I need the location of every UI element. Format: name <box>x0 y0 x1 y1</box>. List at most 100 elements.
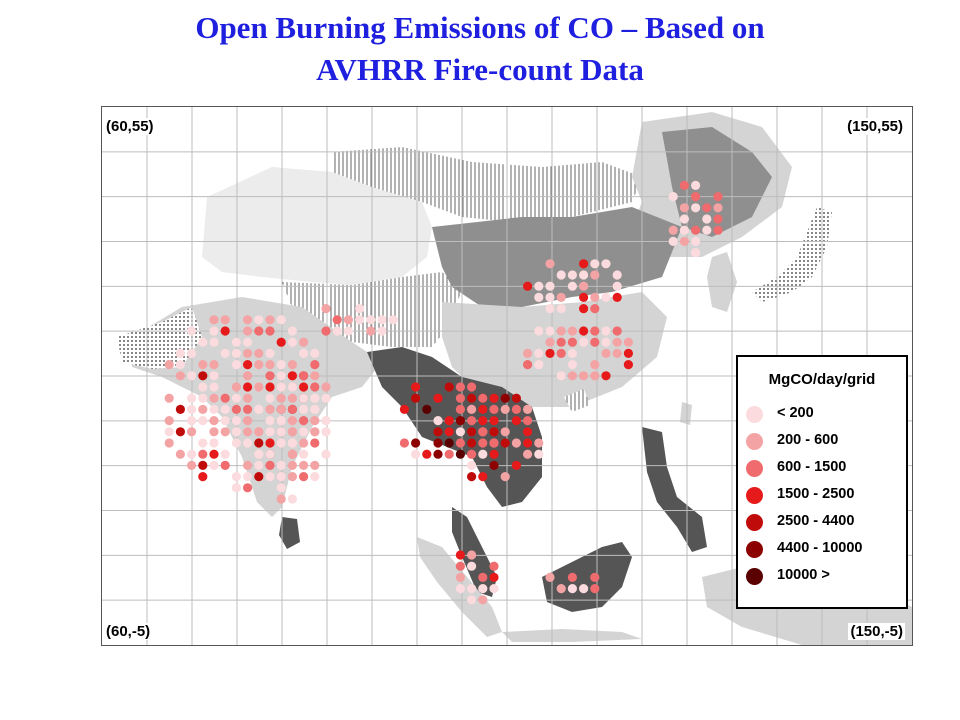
emission-dot <box>209 393 219 403</box>
emission-dot <box>534 449 544 459</box>
emission-dot <box>467 393 477 403</box>
emission-dot <box>523 449 533 459</box>
emission-dot <box>265 460 275 470</box>
emission-dot <box>601 348 611 358</box>
emission-dot <box>556 371 566 381</box>
emission-dot <box>187 416 197 426</box>
legend-label: 600 - 1500 <box>777 459 847 475</box>
emission-dot <box>679 214 690 224</box>
emission-dot <box>467 472 477 482</box>
emission-dot <box>243 371 253 381</box>
emission-dot <box>433 438 443 448</box>
emission-dot <box>175 404 185 414</box>
emission-dot <box>455 416 465 426</box>
emission-dot <box>209 427 219 437</box>
emission-dot <box>489 438 499 448</box>
emission-dot <box>489 393 499 403</box>
emission-dot <box>276 393 286 403</box>
emission-dot <box>265 315 275 325</box>
emission-dot <box>175 371 185 381</box>
emission-dot <box>612 292 622 302</box>
emission-dot <box>556 292 566 302</box>
emission-dot <box>411 449 421 459</box>
legend-title: MgCO/day/grid <box>768 371 876 388</box>
emission-dot <box>164 427 174 437</box>
emission-dot <box>276 371 286 381</box>
land-mongolia <box>332 147 642 222</box>
emission-dot <box>243 483 253 493</box>
emission-dot <box>187 460 197 470</box>
emission-dot <box>534 281 544 291</box>
emission-dot <box>444 449 454 459</box>
emission-dot <box>523 404 533 414</box>
emission-dot <box>545 337 555 347</box>
emission-dot <box>287 404 297 414</box>
emission-dot <box>265 393 275 403</box>
emission-dot <box>545 292 555 302</box>
emission-dot <box>198 337 208 347</box>
emission-dot <box>220 427 230 437</box>
emission-dot <box>287 360 297 370</box>
corner-label-top-left: (60,55) <box>104 118 156 135</box>
emission-dot <box>321 416 331 426</box>
emission-dot <box>545 572 555 582</box>
emission-dot <box>567 270 577 280</box>
emission-dot <box>343 315 353 325</box>
emission-dot <box>579 292 589 302</box>
emission-dot <box>534 438 544 448</box>
emission-dot <box>276 382 286 392</box>
emission-dot <box>467 427 477 437</box>
emission-dot <box>455 382 465 392</box>
emission-dot <box>231 337 241 347</box>
emission-dot <box>478 438 488 448</box>
emission-dot <box>175 348 185 358</box>
emission-dot <box>422 404 432 414</box>
emission-dot <box>287 449 297 459</box>
emission-dots <box>164 180 723 605</box>
emission-dot <box>187 393 197 403</box>
emission-dot <box>545 304 555 314</box>
land-borneo <box>542 542 632 612</box>
emission-dot <box>265 371 275 381</box>
emission-dot <box>198 449 208 459</box>
emission-dot <box>276 483 286 493</box>
emission-dot <box>691 180 701 190</box>
emission-dot <box>276 337 286 347</box>
legend-label: 1500 - 2500 <box>777 486 855 502</box>
emission-dot <box>231 348 241 358</box>
emission-dot <box>411 393 421 403</box>
emission-dot <box>713 214 723 224</box>
emission-dot <box>612 270 622 280</box>
emission-dot <box>467 404 477 414</box>
emission-dot <box>265 416 275 426</box>
legend-swatch <box>746 406 763 423</box>
emission-dot <box>579 371 589 381</box>
emission-dot <box>511 404 521 414</box>
emission-dot <box>164 438 174 448</box>
emission-dot <box>299 337 309 347</box>
emission-dot <box>332 315 342 325</box>
emission-dot <box>243 416 253 426</box>
legend-label: 10000 > <box>777 567 830 583</box>
emission-dot <box>702 203 712 213</box>
emission-dot <box>287 460 297 470</box>
emission-dot <box>220 460 230 470</box>
emission-dot <box>198 404 208 414</box>
emission-dot <box>243 438 253 448</box>
page-title-line-1: Open Burning Emissions of CO – Based on <box>195 10 765 45</box>
emission-dot <box>276 427 286 437</box>
emission-dot <box>265 404 275 414</box>
emission-dot <box>310 460 320 470</box>
emission-dot <box>231 416 241 426</box>
emission-dot <box>590 292 600 302</box>
emission-dot <box>254 348 264 358</box>
emission-dot <box>243 427 253 437</box>
emission-dot <box>287 393 297 403</box>
emission-dot <box>299 460 309 470</box>
emission-dot <box>287 494 297 504</box>
emission-dot <box>243 337 253 347</box>
emission-dot <box>399 438 409 448</box>
emission-dot <box>276 460 286 470</box>
emission-dot <box>601 371 611 381</box>
emission-dot <box>523 427 533 437</box>
